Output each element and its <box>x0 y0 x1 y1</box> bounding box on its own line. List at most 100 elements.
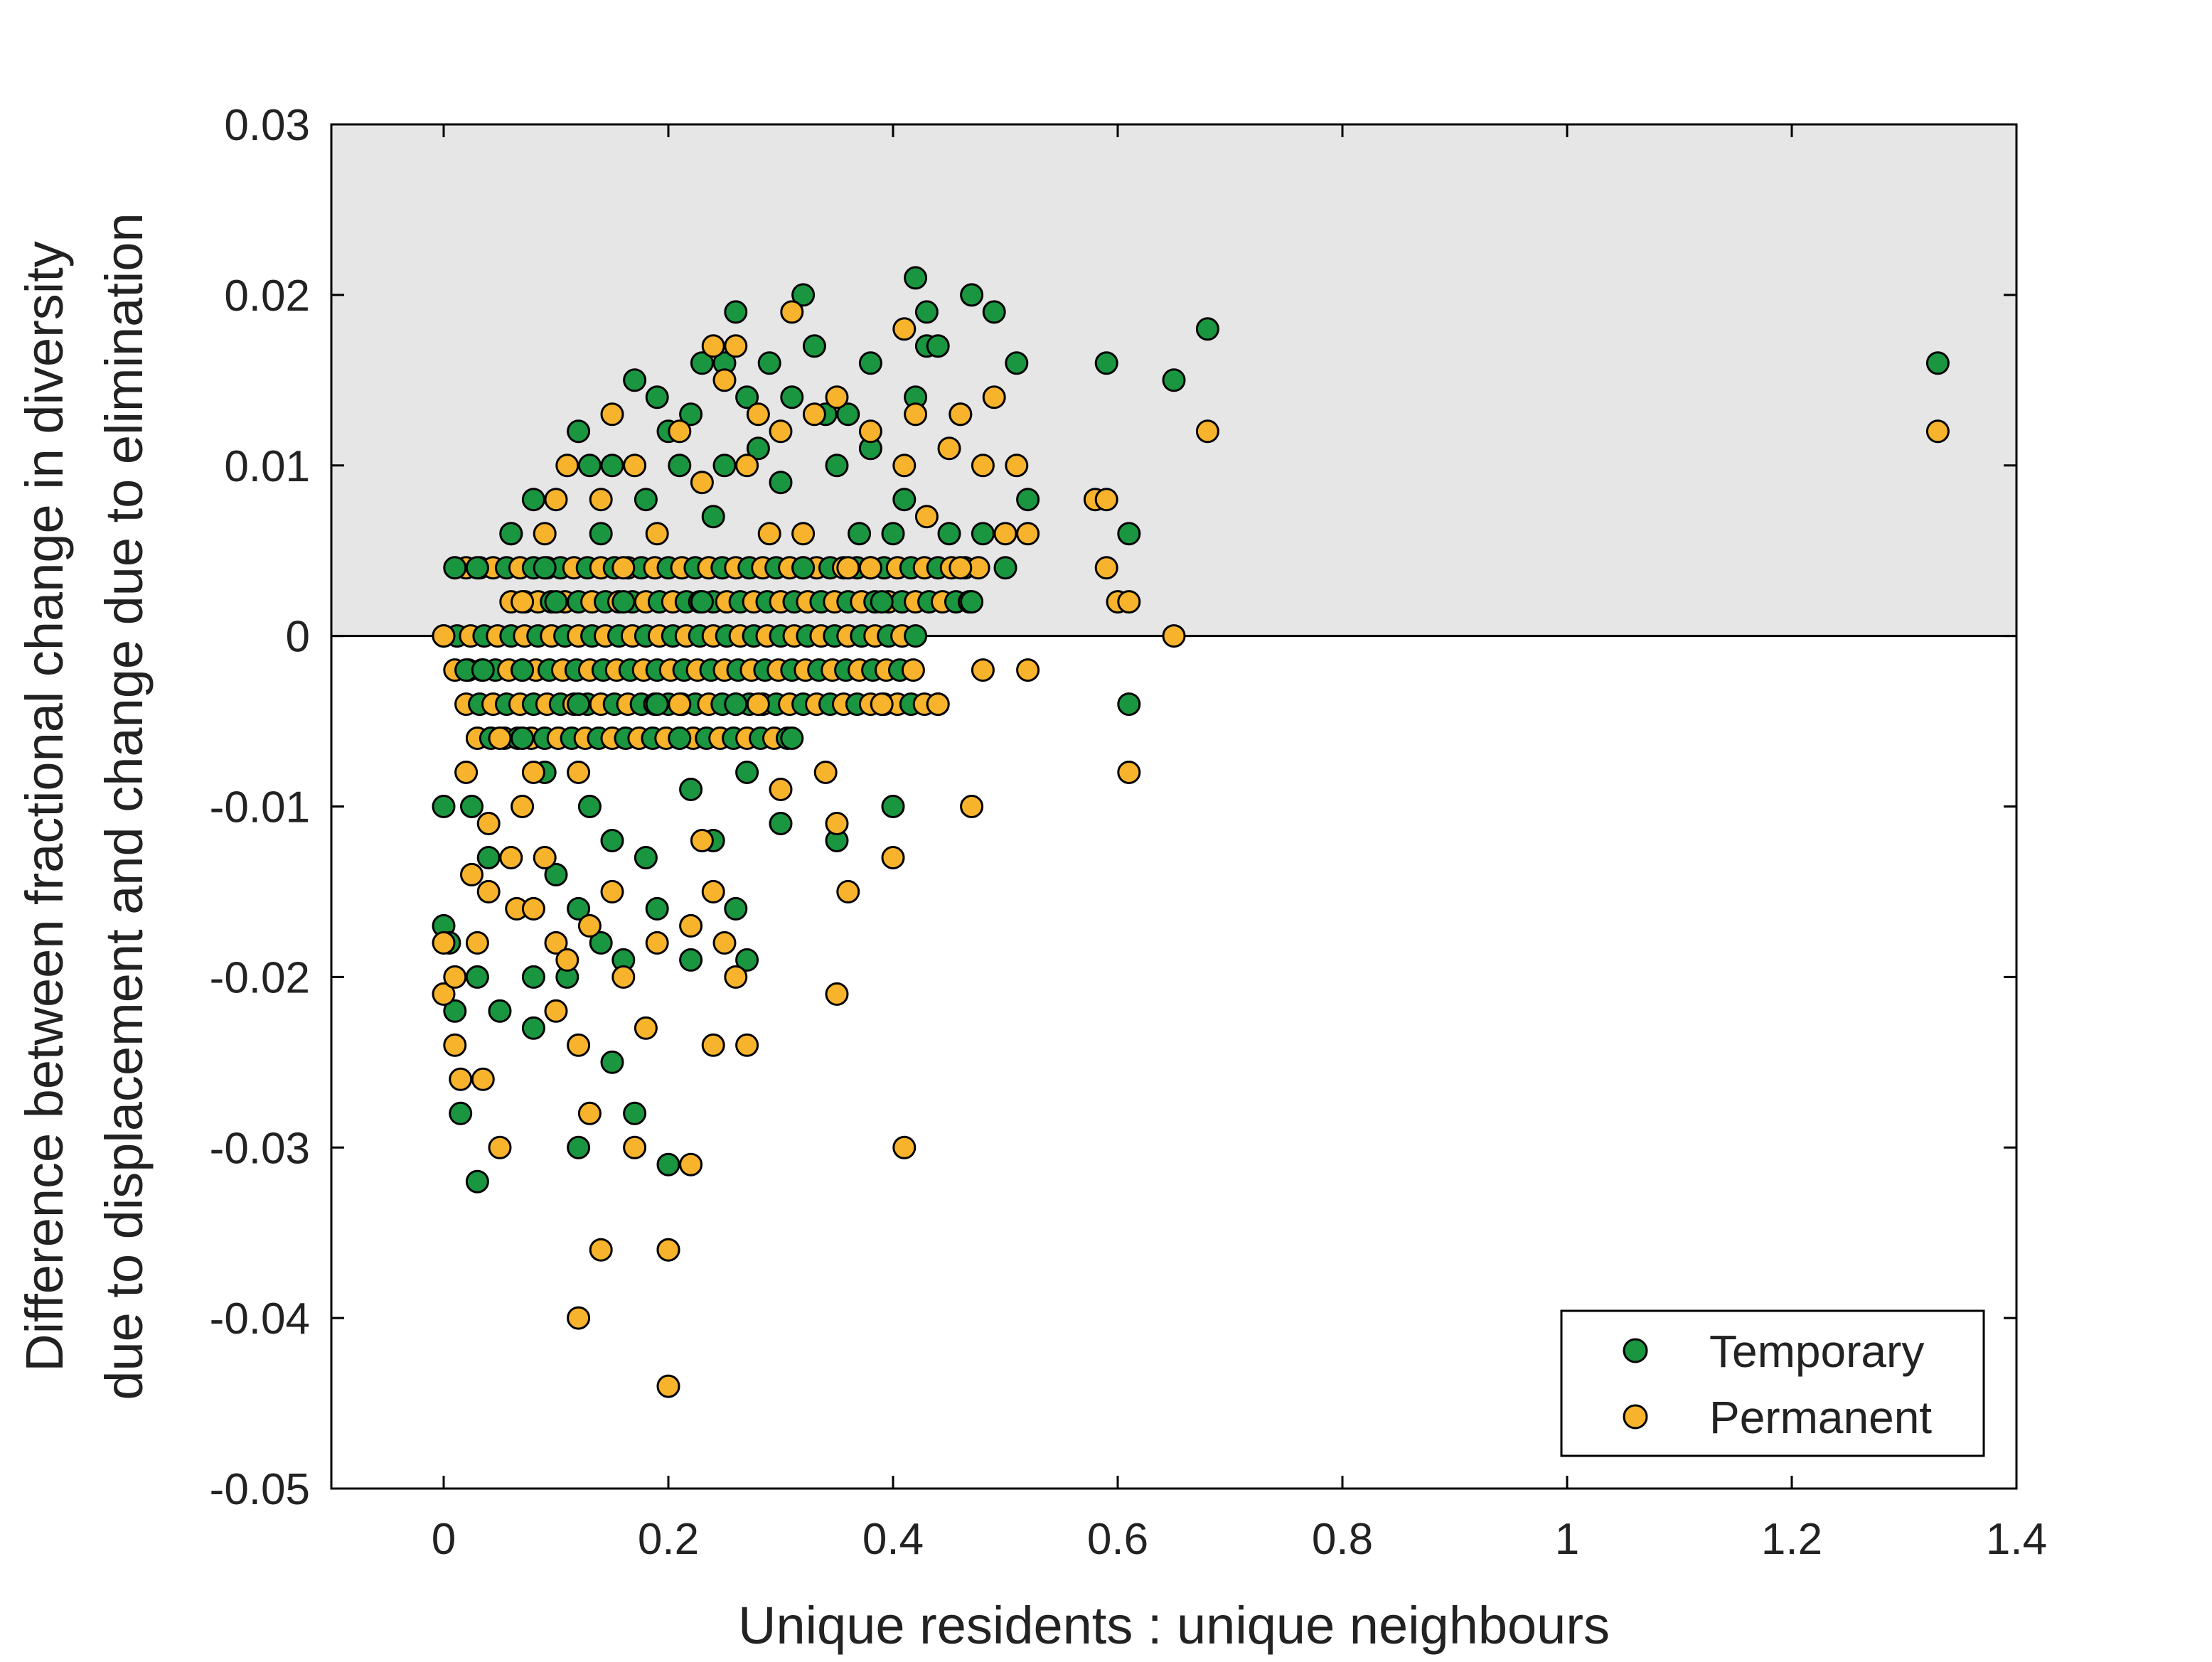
point-permanent <box>690 471 714 495</box>
point-permanent <box>724 965 748 989</box>
y-tick-label: -0.05 <box>210 1465 310 1514</box>
point-permanent <box>499 846 523 869</box>
point-temporary <box>712 454 737 478</box>
point-temporary <box>1195 317 1219 341</box>
point-temporary <box>544 862 568 886</box>
point-permanent <box>611 556 636 580</box>
y-axis-label-line2: due to displacement and change due to el… <box>95 213 154 1400</box>
point-temporary <box>521 488 545 512</box>
point-permanent <box>1016 522 1040 546</box>
y-axis-label-line1: Difference between fractional change in … <box>15 241 74 1372</box>
point-temporary <box>926 334 950 358</box>
point-permanent <box>521 896 545 921</box>
point-permanent <box>735 1033 759 1057</box>
point-permanent <box>1117 590 1141 614</box>
point-temporary <box>1117 522 1141 546</box>
point-permanent <box>589 488 613 512</box>
point-temporary <box>600 454 624 478</box>
point-permanent <box>488 727 512 750</box>
point-permanent <box>757 522 781 546</box>
point-temporary <box>544 590 568 614</box>
point-temporary <box>679 402 703 427</box>
point-temporary <box>769 471 793 495</box>
point-temporary <box>735 761 759 784</box>
point-permanent <box>533 846 557 869</box>
point-temporary <box>825 454 849 478</box>
legend: Temporary Permanent <box>1560 1309 1985 1457</box>
point-temporary <box>567 896 591 921</box>
point-temporary <box>848 522 872 546</box>
point-temporary <box>679 778 703 801</box>
point-permanent <box>971 658 995 682</box>
point-permanent <box>567 761 591 784</box>
point-temporary <box>724 300 748 324</box>
point-permanent <box>623 454 647 478</box>
point-temporary <box>904 624 928 648</box>
point-permanent <box>701 1033 725 1057</box>
point-permanent <box>668 692 692 717</box>
point-permanent <box>901 658 925 682</box>
x-tick-label: 1.2 <box>1761 1515 1822 1564</box>
point-temporary <box>589 522 613 546</box>
point-permanent <box>471 1067 495 1091</box>
point-temporary <box>690 351 714 375</box>
y-tick-label: -0.02 <box>210 953 310 1002</box>
point-temporary <box>460 795 483 818</box>
point-permanent <box>544 999 568 1023</box>
point-permanent <box>836 556 860 580</box>
point-permanent <box>712 368 737 392</box>
point-temporary <box>982 300 1006 324</box>
point-permanent <box>701 879 725 904</box>
point-temporary <box>443 556 467 580</box>
x-tick-label: 1.4 <box>1986 1515 2047 1564</box>
point-permanent <box>825 982 849 1006</box>
point-temporary <box>567 1135 591 1159</box>
point-temporary <box>634 488 658 512</box>
point-temporary <box>1925 351 1950 375</box>
point-temporary <box>914 300 939 324</box>
point-temporary <box>465 556 489 580</box>
point-temporary <box>465 1169 489 1194</box>
point-temporary <box>757 351 781 375</box>
point-temporary <box>960 590 984 614</box>
point-permanent <box>1117 761 1141 784</box>
legend-label-permanent: Permanent <box>1709 1392 1932 1443</box>
point-temporary <box>993 556 1017 580</box>
point-temporary <box>701 505 725 529</box>
point-permanent <box>460 862 483 886</box>
point-permanent <box>858 556 882 580</box>
point-permanent <box>656 1374 680 1398</box>
point-permanent <box>825 812 849 835</box>
point-temporary <box>1005 351 1029 375</box>
point-temporary <box>511 727 535 750</box>
point-permanent <box>993 522 1017 546</box>
point-permanent <box>555 948 579 972</box>
point-temporary <box>471 658 495 682</box>
y-tick-label: 0 <box>286 613 310 662</box>
point-permanent <box>904 402 928 427</box>
point-permanent <box>892 1135 917 1159</box>
point-permanent <box>656 1238 680 1262</box>
point-temporary <box>488 999 512 1023</box>
point-permanent <box>825 385 849 409</box>
point-permanent <box>533 522 557 546</box>
x-tick-label: 0.6 <box>1087 1515 1148 1564</box>
legend-label-temporary: Temporary <box>1709 1326 1924 1377</box>
point-permanent <box>949 556 973 580</box>
point-permanent <box>892 454 917 478</box>
point-temporary <box>623 368 647 392</box>
point-temporary <box>690 590 714 614</box>
point-permanent <box>432 624 456 648</box>
point-permanent <box>476 879 501 904</box>
point-permanent <box>735 454 759 478</box>
point-temporary <box>668 727 692 750</box>
point-temporary <box>449 1101 473 1125</box>
point-permanent <box>1094 488 1118 512</box>
legend-box <box>1560 1309 1985 1457</box>
point-temporary <box>780 385 804 409</box>
point-permanent <box>544 931 568 955</box>
point-temporary <box>589 931 613 955</box>
point-permanent <box>577 913 602 938</box>
point-temporary <box>623 1101 647 1125</box>
point-permanent <box>679 1152 703 1176</box>
